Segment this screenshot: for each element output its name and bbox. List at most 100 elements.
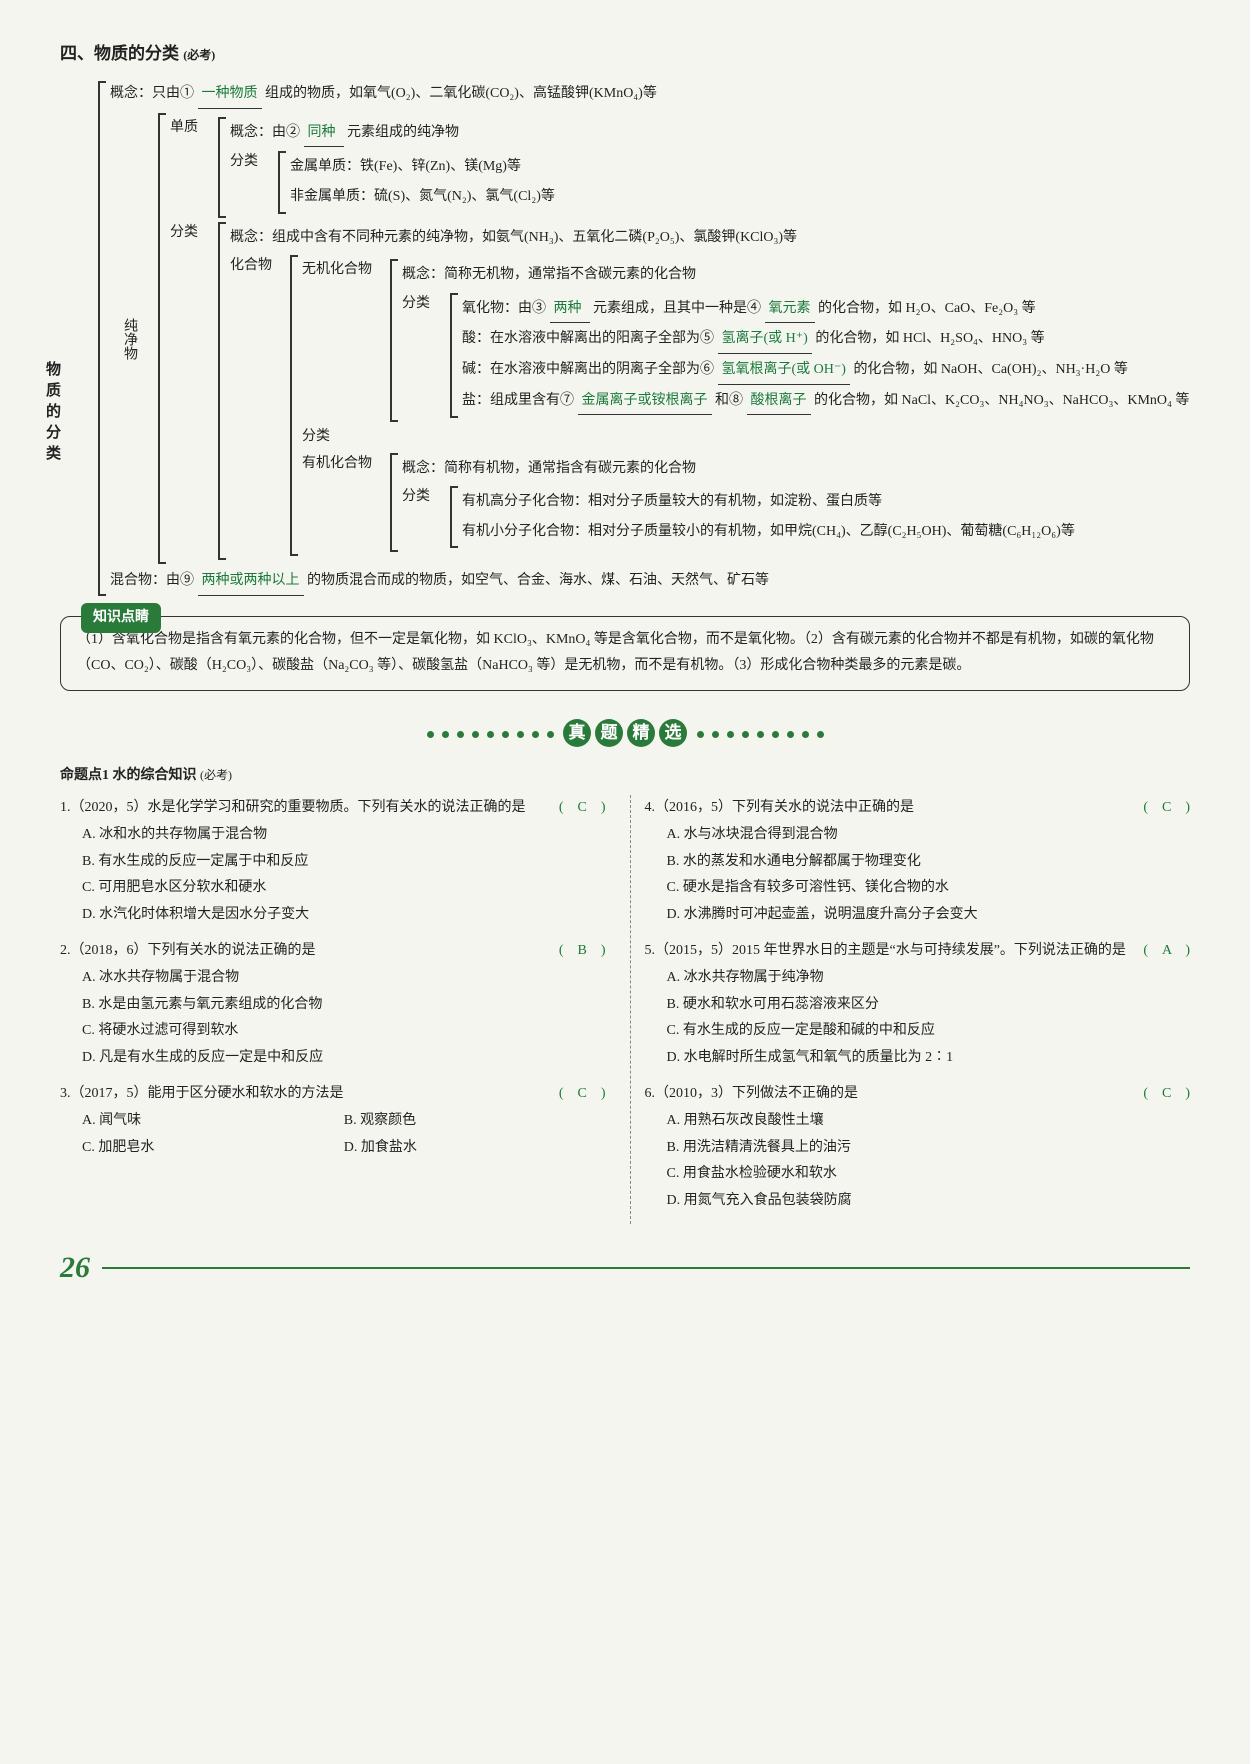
question-option: A. 水与冰块混合得到混合物 [645, 822, 1191, 849]
exam-dot [757, 731, 764, 738]
exam-dot [472, 731, 479, 738]
question-stem: 5.（2015，5）2015 年世界水日的主题是“水与可持续发展”。下列说法正确… [645, 938, 1191, 965]
page-number-line [102, 1267, 1190, 1269]
tree-root-label: 物质的分类 [40, 361, 64, 466]
blank-4: 氧元素 [765, 296, 815, 324]
question-option: C. 有水生成的反应一定是酸和碱的中和反应 [645, 1018, 1191, 1045]
exam-dot [547, 731, 554, 738]
question-option: B. 有水生成的反应一定属于中和反应 [60, 849, 606, 876]
blank-3: 两种 [550, 296, 590, 324]
question-option: A. 冰和水的共存物属于混合物 [60, 822, 606, 849]
acid-line: 酸：在水溶液中解离出的阳离子全部为⑤ 氢离子(或 H⁺) 的化合物，如 HCl、… [462, 326, 1190, 354]
exam-dot [457, 731, 464, 738]
question-stem: 3.（2017，5）能用于区分硬水和软水的方法是( C ) [60, 1081, 606, 1108]
exam-dot [427, 731, 434, 738]
exam-dot [817, 731, 824, 738]
exam-dot [517, 731, 524, 738]
classification-tree: 物质的分类 概念：只由① 一种物质 组成的物质，如氧气(O₂)、二氧化碳(CO₂… [60, 81, 1190, 596]
page-number: 26 [60, 1244, 1190, 1292]
root-brace: 概念：只由① 一种物质 组成的物质，如氧气(O₂)、二氧化碳(CO₂)、高锰酸钾… [98, 81, 1190, 596]
question-option: D. 加食盐水 [344, 1135, 606, 1162]
oxide-line: 氧化物：由③ 两种 元素组成，且其中一种是④ 氧元素 的化合物，如 H₂O、Ca… [462, 296, 1190, 324]
exam-dot [787, 731, 794, 738]
metal-danzhi: 金属单质：铁(Fe)、锌(Zn)、镁(Mg)等 [290, 154, 1190, 181]
option-row: C. 加肥皂水D. 加食盐水 [60, 1135, 606, 1162]
danzhi-brace: 概念：由② 同种 元素组成的纯净物 分类 金属单质：铁(Fe)、锌(Zn)、镁(… [218, 117, 1190, 218]
pure-fenlei-node: 分类 概念：组成中含有不同种元素的纯净物，如氨气(NH₃)、五氧化二磷(P₂O₅… [170, 222, 1190, 561]
question-option: B. 用洗洁精清洗餐具上的油污 [645, 1135, 1191, 1162]
question-option: A. 用熟石灰改良酸性土壤 [645, 1108, 1191, 1135]
option-row: A. 闻气味B. 观察颜色 [60, 1108, 606, 1135]
nonmetal-danzhi: 非金属单质：硫(S)、氮气(N₂)、氯气(Cl₂)等 [290, 184, 1190, 211]
knowledge-tag: 知识点睛 [81, 603, 161, 634]
question-answer: ( C ) [559, 1081, 606, 1108]
inorganic-concept: 概念：简称无机物，通常指不含碳元素的化合物 [402, 262, 1190, 289]
inorganic-fenlei: 分类 氧化物：由③ 两种 元素组成，且其中一种是④ 氧元素 [402, 293, 1190, 418]
question-option: B. 水是由氢元素与氧元素组成的化合物 [60, 992, 606, 1019]
exam-dot [772, 731, 779, 738]
blank-6: 氢氧根离子(或 OH⁻) [718, 357, 850, 385]
exam-dot [697, 731, 704, 738]
knowledge-box: 知识点睛 （1）含氧化合物是指含有氧元素的化合物，但不一定是氧化物，如 KClO… [60, 616, 1190, 691]
question-option: D. 水电解时所生成氢气和氧气的质量比为 2∶1 [645, 1045, 1191, 1072]
pure-substance-node: 纯净物 单质 概念：由② 同种 元素组成的纯净物 分类 [110, 113, 1190, 565]
exam-header: 真题精选 [60, 719, 1190, 747]
danzhi-fenlei: 分类 金属单质：铁(Fe)、锌(Zn)、镁(Mg)等 非金属单质：硫(S)、氮气… [230, 151, 1190, 213]
mixture-line: 混合物：由⑨ 两种或两种以上 的物质混合而成的物质，如空气、合金、海水、煤、石油… [110, 568, 1190, 596]
question-option: C. 硬水是指含有较多可溶性钙、镁化合物的水 [645, 875, 1191, 902]
question-option: A. 冰水共存物属于纯净物 [645, 965, 1191, 992]
compound-node: 化合物 无机化合物 概念：简称无机物，通常指不含碳元素的化合物 分类 [230, 255, 1190, 556]
blank-1: 一种物质 [198, 81, 262, 109]
organic-concept: 概念：简称有机物，通常指含有碳元素的化合物 [402, 456, 1190, 483]
question-option: C. 将硬水过滤可得到软水 [60, 1018, 606, 1045]
question-stem: 1.（2020，5）水是化学学习和研究的重要物质。下列有关水的说法正确的是( C… [60, 795, 606, 822]
question-answer: ( B ) [559, 938, 606, 965]
topic-title: 命题点1 水的综合知识 (必考) [60, 765, 1190, 787]
question: 2.（2018，6）下列有关水的说法正确的是( B )A. 冰水共存物属于混合物… [60, 938, 606, 1071]
blank-2: 同种 [304, 120, 344, 148]
pure-brace: 单质 概念：由② 同种 元素组成的纯净物 分类 金属单质：铁(Fe)、锌(Zn)… [158, 113, 1190, 565]
question-stem: 2.（2018，6）下列有关水的说法正确的是( B ) [60, 938, 606, 965]
base-line: 碱：在水溶液中解离出的阴离子全部为⑥ 氢氧根离子(或 OH⁻) 的化合物，如 N… [462, 357, 1190, 385]
question-option: D. 用氮气充入食品包装袋防腐 [645, 1188, 1191, 1215]
exam-dot [532, 731, 539, 738]
compound-concept: 概念：组成中含有不同种元素的纯净物，如氨气(NH₃)、五氧化二磷(P₂O₅)、氯… [230, 225, 1190, 252]
danzhi-concept: 概念：由② 同种 元素组成的纯净物 [230, 120, 1190, 148]
questions-col-left: 1.（2020，5）水是化学学习和研究的重要物质。下列有关水的说法正确的是( C… [60, 795, 606, 1224]
exam-dot [487, 731, 494, 738]
blank-9: 两种或两种以上 [198, 568, 304, 596]
danzhi-node: 单质 概念：由② 同种 元素组成的纯净物 分类 金属单质：铁(Fe)、锌(Zn)… [170, 117, 1190, 218]
danzhi-label: 单质 [170, 117, 210, 139]
knowledge-body: （1）含氧化合物是指含有氧元素的化合物，但不一定是氧化物，如 KClO₃、KMn… [77, 627, 1173, 680]
concept-line: 概念：只由① 一种物质 组成的物质，如氧气(O₂)、二氧化碳(CO₂)、高锰酸钾… [110, 81, 1190, 109]
question-answer: ( C ) [559, 795, 606, 822]
question-option: C. 用食盐水检验硬水和软水 [645, 1161, 1191, 1188]
question-option: B. 硬水和软水可用石蕊溶液来区分 [645, 992, 1191, 1019]
question-option: B. 水的蒸发和水通电分解都属于物理变化 [645, 849, 1191, 876]
exam-dot [442, 731, 449, 738]
exam-pill: 真 [563, 719, 591, 747]
question: 4.（2016，5）下列有关水的说法中正确的是( C )A. 水与冰块混合得到混… [645, 795, 1191, 928]
exam-dot [502, 731, 509, 738]
question-answer: ( A ) [1143, 938, 1190, 965]
question-answer: ( C ) [1143, 1081, 1190, 1108]
question-option: A. 冰水共存物属于混合物 [60, 965, 606, 992]
exam-dot [742, 731, 749, 738]
question: 6.（2010，3）下列做法不正确的是( C )A. 用熟石灰改良酸性土壤B. … [645, 1081, 1191, 1214]
section-title: 四、物质的分类 (必考) [60, 40, 1190, 67]
questions-grid: 1.（2020，5）水是化学学习和研究的重要物质。下列有关水的说法正确的是( C… [60, 795, 1190, 1224]
question-option: D. 水汽化时体积增大是因水分子变大 [60, 902, 606, 929]
salt-line: 盐：组成里含有⑦ 金属离子或铵根离子 和⑧ 酸根离子 的化合物，如 NaCl、K… [462, 388, 1190, 416]
question-option: A. 闻气味 [82, 1108, 344, 1135]
exam-dot [712, 731, 719, 738]
exam-pill: 题 [595, 719, 623, 747]
organic-macro: 有机高分子化合物：相对分子质量较大的有机物，如淀粉、蛋白质等 [462, 489, 1190, 516]
question: 5.（2015，5）2015 年世界水日的主题是“水与可持续发展”。下列说法正确… [645, 938, 1191, 1071]
section-title-text: 四、物质的分类 [60, 44, 179, 63]
question: 1.（2020，5）水是化学学习和研究的重要物质。下列有关水的说法正确的是( C… [60, 795, 606, 928]
inorganic-node: 无机化合物 概念：简称无机物，通常指不含碳元素的化合物 分类 氧化物：由③ [302, 259, 1190, 422]
compound-fenlei: 分类 [302, 426, 1190, 448]
exam-dot [802, 731, 809, 738]
question: 3.（2017，5）能用于区分硬水和软水的方法是( C )A. 闻气味B. 观察… [60, 1081, 606, 1161]
question-stem: 4.（2016，5）下列有关水的说法中正确的是( C ) [645, 795, 1191, 822]
